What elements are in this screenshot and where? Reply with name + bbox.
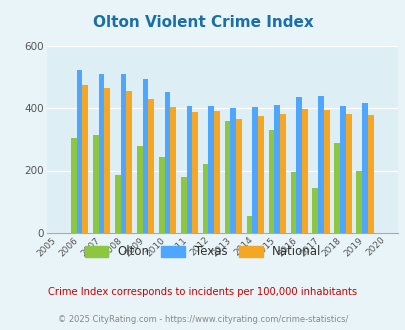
- Bar: [148, 99, 153, 233]
- Bar: [208, 106, 213, 233]
- Bar: [290, 172, 296, 233]
- Bar: [274, 105, 279, 233]
- Bar: [268, 130, 274, 233]
- Text: © 2025 CityRating.com - https://www.cityrating.com/crime-statistics/: © 2025 CityRating.com - https://www.city…: [58, 315, 347, 324]
- Bar: [334, 143, 339, 233]
- Bar: [224, 121, 230, 233]
- Bar: [115, 175, 120, 233]
- Bar: [258, 116, 263, 233]
- Bar: [186, 106, 192, 233]
- Bar: [142, 79, 148, 233]
- Text: Crime Index corresponds to incidents per 100,000 inhabitants: Crime Index corresponds to incidents per…: [48, 287, 357, 297]
- Bar: [120, 74, 126, 233]
- Bar: [202, 164, 208, 233]
- Bar: [361, 103, 367, 233]
- Bar: [236, 118, 241, 233]
- Bar: [296, 97, 301, 233]
- Bar: [158, 157, 164, 233]
- Bar: [301, 109, 307, 233]
- Bar: [136, 146, 142, 233]
- Bar: [213, 112, 220, 233]
- Bar: [164, 92, 170, 233]
- Legend: Olton, Texas, National: Olton, Texas, National: [80, 241, 325, 263]
- Bar: [367, 115, 373, 233]
- Bar: [192, 112, 197, 233]
- Bar: [252, 107, 258, 233]
- Bar: [345, 114, 351, 233]
- Bar: [82, 85, 88, 233]
- Bar: [180, 177, 186, 233]
- Bar: [77, 70, 82, 233]
- Bar: [339, 106, 345, 233]
- Text: Olton Violent Crime Index: Olton Violent Crime Index: [92, 15, 313, 30]
- Bar: [230, 108, 236, 233]
- Bar: [312, 187, 318, 233]
- Bar: [98, 74, 104, 233]
- Bar: [71, 138, 77, 233]
- Bar: [170, 107, 175, 233]
- Bar: [104, 88, 110, 233]
- Bar: [93, 135, 98, 233]
- Bar: [356, 171, 361, 233]
- Bar: [279, 114, 285, 233]
- Bar: [318, 96, 323, 233]
- Bar: [246, 216, 252, 233]
- Bar: [323, 110, 329, 233]
- Bar: [126, 91, 132, 233]
